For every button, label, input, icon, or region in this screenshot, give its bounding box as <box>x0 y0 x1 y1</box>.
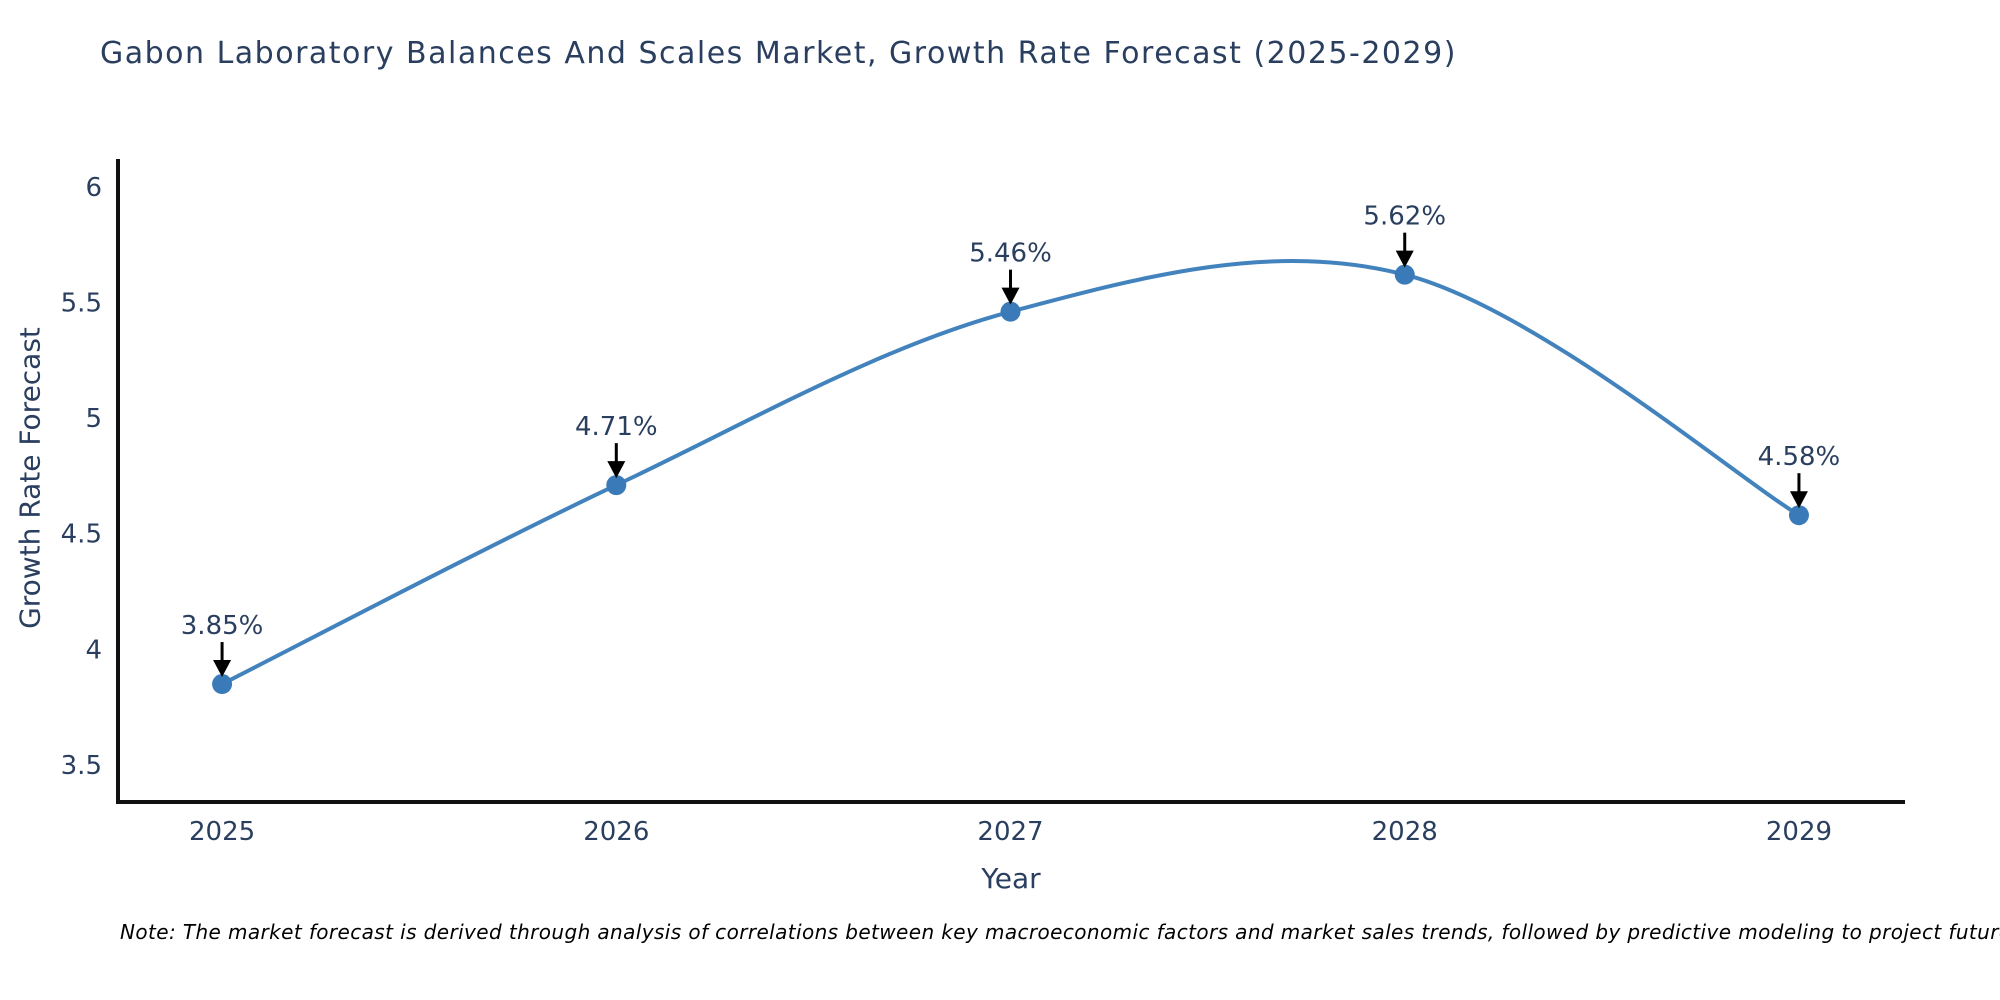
x-axis-title: Year <box>981 862 1041 895</box>
x-tick-label: 2027 <box>977 817 1043 847</box>
x-tick-label: 2029 <box>1766 817 1832 847</box>
x-tick-label: 2026 <box>583 817 649 847</box>
annotation-arrow-head <box>1789 491 1808 509</box>
data-point-marker[interactable] <box>1394 264 1415 285</box>
x-tick-label: 2028 <box>1372 817 1438 847</box>
data-point-marker[interactable] <box>1000 301 1021 322</box>
x-tick-label: 2025 <box>189 817 255 847</box>
annotation-label: 3.85% <box>181 611 264 641</box>
trend-line <box>220 258 1801 687</box>
y-tick-label: 3.5 <box>61 751 102 781</box>
annotation-label: 5.46% <box>969 239 1052 269</box>
y-tick-label: 6 <box>85 173 102 203</box>
y-tick-label: 5.5 <box>61 288 102 318</box>
y-tick-label: 4.5 <box>61 520 102 550</box>
data-point-marker[interactable] <box>606 475 627 496</box>
y-axis-title: Growth Rate Forecast <box>13 327 47 629</box>
annotation-arrow-head <box>1395 250 1414 268</box>
chart-title: Gabon Laboratory Balances And Scales Mar… <box>100 36 1457 71</box>
annotation-label: 4.71% <box>575 412 658 442</box>
data-point-marker[interactable] <box>212 674 233 695</box>
annotation-arrow-head <box>1001 287 1020 305</box>
footnote: Note: The market forecast is derived thr… <box>120 920 2000 944</box>
annotation-arrow-head <box>213 660 232 678</box>
annotation-arrow-head <box>607 461 626 479</box>
annotation-label: 4.58% <box>1758 442 1841 472</box>
y-tick-label: 4 <box>85 635 102 665</box>
y-tick-label: 5 <box>85 404 102 434</box>
annotation-label: 5.62% <box>1363 202 1446 232</box>
data-point-marker[interactable] <box>1788 505 1809 526</box>
